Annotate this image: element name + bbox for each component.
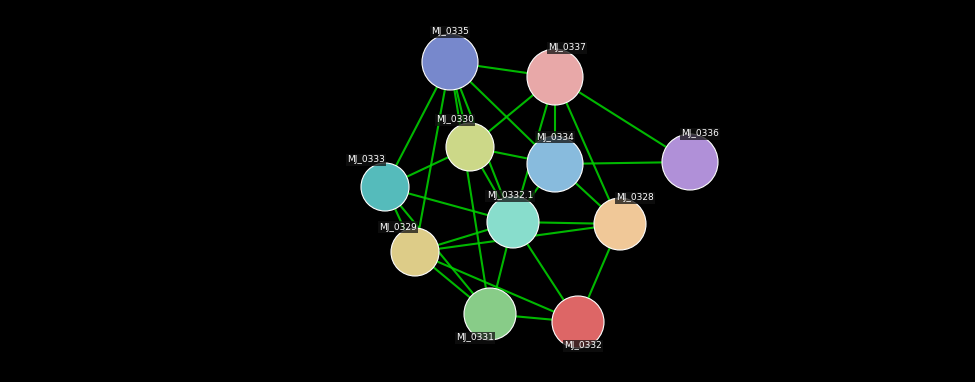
Text: MJ_0337: MJ_0337 (548, 44, 586, 52)
Ellipse shape (662, 134, 718, 190)
Ellipse shape (552, 296, 604, 348)
Ellipse shape (361, 163, 409, 211)
Ellipse shape (464, 288, 516, 340)
Text: MJ_0336: MJ_0336 (682, 129, 719, 139)
Text: MJ_0335: MJ_0335 (431, 28, 469, 37)
Text: MJ_0334: MJ_0334 (536, 133, 574, 141)
Text: MJ_0333: MJ_0333 (347, 155, 385, 165)
Text: MJ_0332: MJ_0332 (565, 342, 602, 351)
Ellipse shape (594, 198, 646, 250)
Ellipse shape (391, 228, 439, 276)
Ellipse shape (446, 123, 494, 171)
Ellipse shape (487, 196, 539, 248)
Ellipse shape (527, 136, 583, 192)
Text: MJ_0331: MJ_0331 (456, 333, 494, 343)
Ellipse shape (422, 34, 478, 90)
Text: MJ_0328: MJ_0328 (616, 194, 654, 202)
Ellipse shape (527, 49, 583, 105)
Text: MJ_0332.1: MJ_0332.1 (487, 191, 533, 201)
Text: MJ_0330: MJ_0330 (436, 115, 474, 125)
Text: MJ_0329: MJ_0329 (379, 222, 417, 231)
